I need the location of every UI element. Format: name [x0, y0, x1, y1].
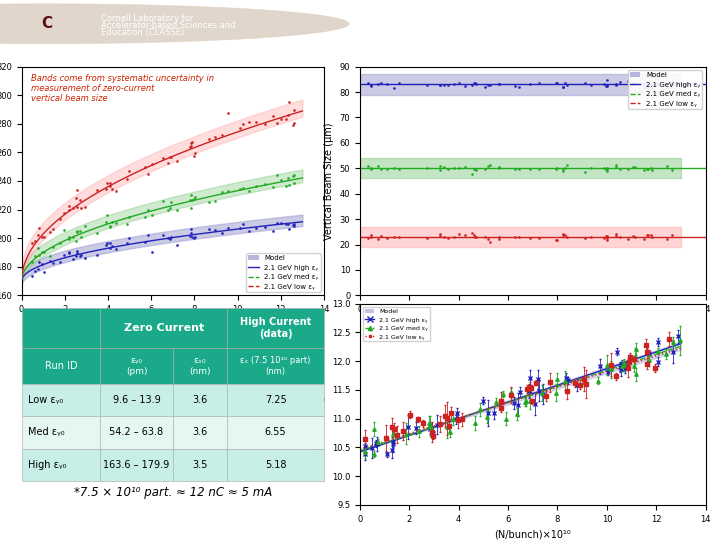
X-axis label: (N/bunch)×10¹⁰: (N/bunch)×10¹⁰: [135, 320, 211, 329]
Text: 9.6 – 13.9: 9.6 – 13.9: [112, 395, 161, 405]
Bar: [228, 308, 324, 348]
Text: January 4, 2016: January 4, 2016: [14, 523, 96, 533]
Text: C: C: [41, 16, 53, 31]
Text: 6.55: 6.55: [265, 428, 287, 437]
Legend: Model, 2.1 GeV high εᵧ, 2.1 GeV med εᵧ, 2.1 GeV low εᵧ: Model, 2.1 GeV high εᵧ, 2.1 GeV med εᵧ, …: [628, 70, 702, 109]
Text: Education (CLASSE): Education (CLASSE): [101, 28, 184, 37]
Bar: [22, 384, 100, 416]
Bar: [173, 416, 228, 449]
Text: 3.6: 3.6: [192, 428, 207, 437]
Text: High εᵧ₀: High εᵧ₀: [27, 460, 66, 470]
Bar: [22, 449, 100, 481]
Bar: [100, 348, 173, 384]
Text: Run ID: Run ID: [45, 361, 77, 371]
Bar: [228, 348, 324, 384]
Text: High Current
(data): High Current (data): [240, 317, 311, 339]
Text: εₓ₀
(nm): εₓ₀ (nm): [189, 356, 211, 376]
Text: εᵧ₀
(pm): εᵧ₀ (pm): [126, 356, 148, 376]
Bar: [100, 308, 228, 348]
Bar: [173, 348, 228, 384]
Bar: [228, 384, 324, 416]
Bar: [22, 348, 100, 384]
Text: Bands come from systematic uncertainty in
measurement of zero-current
vertical b: Bands come from systematic uncertainty i…: [31, 73, 214, 103]
Y-axis label: Vertical Beam Size (μm): Vertical Beam Size (μm): [324, 122, 334, 240]
Y-axis label: Bunch Length (mm): Bunch Length (mm): [316, 355, 326, 453]
Circle shape: [0, 4, 349, 44]
Bar: [100, 449, 173, 481]
Legend: Model, 2.1 GeV high εᵧ, 2.1 GeV med εᵧ, 2.1 GeV low εᵧ: Model, 2.1 GeV high εᵧ, 2.1 GeV med εᵧ, …: [246, 253, 320, 292]
Text: University of Chicago: University of Chicago: [305, 523, 415, 533]
Text: Zero Current: Zero Current: [124, 323, 204, 333]
X-axis label: (N/bunch)×10¹⁰: (N/bunch)×10¹⁰: [495, 320, 571, 329]
Bar: [173, 449, 228, 481]
Text: *7.5 × 10¹⁰ part. ≈ 12 nC ≈ 5 mA: *7.5 × 10¹⁰ part. ≈ 12 nC ≈ 5 mA: [73, 487, 272, 500]
Bar: [22, 416, 100, 449]
Bar: [100, 416, 173, 449]
Text: IBS - 2.1 GeV: IBS - 2.1 GeV: [514, 12, 698, 36]
Text: Low εᵧ₀: Low εᵧ₀: [27, 395, 63, 405]
Text: 5.18: 5.18: [265, 460, 287, 470]
Bar: [173, 384, 228, 416]
Bar: [228, 416, 324, 449]
Bar: [228, 449, 324, 481]
Bar: [100, 384, 173, 416]
Text: Cornell Laboratory for: Cornell Laboratory for: [101, 14, 193, 23]
Text: 163.6 – 179.9: 163.6 – 179.9: [104, 460, 170, 470]
Text: 3.5: 3.5: [192, 460, 207, 470]
Text: 7.25: 7.25: [265, 395, 287, 405]
Text: 21: 21: [693, 523, 706, 533]
Legend: Model, 2.1 GeV high εᵧ, 2.1 GeV med εᵧ, 2.1 GeV low εᵧ: Model, 2.1 GeV high εᵧ, 2.1 GeV med εᵧ, …: [363, 307, 430, 341]
Bar: [22, 308, 100, 348]
Text: 54.2 – 63.8: 54.2 – 63.8: [109, 428, 163, 437]
Text: εₓ (7.5 10¹⁰ part)
(nm): εₓ (7.5 10¹⁰ part) (nm): [240, 356, 311, 376]
Text: Accelerator-based Sciences and: Accelerator-based Sciences and: [101, 21, 235, 30]
Text: Med εᵧ₀: Med εᵧ₀: [27, 428, 64, 437]
X-axis label: (N/bunch)×10¹⁰: (N/bunch)×10¹⁰: [495, 529, 571, 539]
Text: 3.6: 3.6: [192, 395, 207, 405]
